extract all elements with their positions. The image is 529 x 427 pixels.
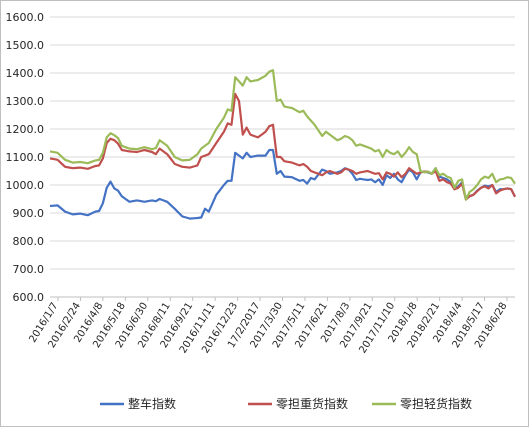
y-tick-label: 1500.0	[6, 39, 45, 52]
y-tick-label: 900.0	[13, 207, 45, 220]
y-tick-label: 1300.0	[6, 95, 45, 108]
legend-label: 零担轻货指数	[400, 396, 472, 411]
y-tick-label: 1000.0	[6, 179, 45, 192]
y-tick-label: 1200.0	[6, 123, 45, 136]
y-tick-label: 800.0	[13, 235, 45, 248]
y-tick-label: 600.0	[13, 291, 45, 304]
y-tick-labels: 600.0 700.0 800.0 900.0 1000.0 1100.0 1200.0 13…	[6, 11, 45, 304]
y-tick-label: 1100.0	[6, 151, 45, 164]
legend: 整车指数 零担重货指数 零担轻货指数	[100, 396, 472, 411]
y-tick-label: 700.0	[13, 263, 45, 276]
series-line-3	[49, 69, 516, 201]
y-tick-label: 1600.0	[6, 11, 45, 24]
grid-lines	[50, 16, 515, 298]
series-line-2	[49, 92, 516, 201]
legend-label: 零担重货指数	[276, 396, 348, 411]
y-tick-label: 1400.0	[6, 67, 45, 80]
legend-label: 整车指数	[128, 396, 176, 411]
x-tick-labels: 2016/1/72016/2/242016/4/82016/5/182016/6…	[27, 297, 510, 355]
